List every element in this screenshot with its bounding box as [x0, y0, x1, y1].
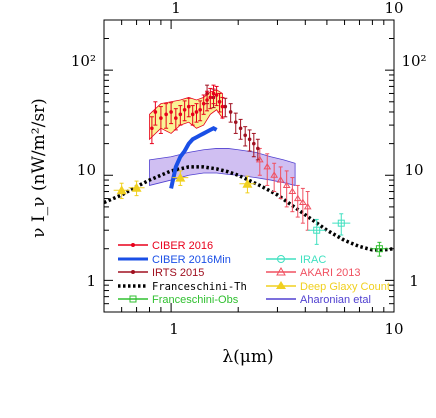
y-tick-label-10: 10	[77, 161, 96, 179]
irts-2015-point	[252, 141, 256, 146]
ciber-2016-point	[211, 91, 216, 96]
legend-item-ciber-2016min: CIBER 2016Min	[118, 254, 231, 266]
ciber-2016-point	[217, 99, 222, 104]
franceschini-th-curve	[104, 165, 394, 252]
ciber-2016-point	[169, 110, 173, 114]
legend-item-akari-2013: AKARI 2013	[266, 266, 361, 279]
ciber-2016-point	[174, 116, 178, 120]
ciber-2016-point	[205, 98, 209, 102]
ciber-2016-point	[201, 101, 206, 106]
irts-2015-point	[223, 104, 228, 109]
legend-item-irac: IRAC	[266, 254, 326, 266]
irts-2015-point	[243, 133, 248, 138]
x-tick-label-1: 1	[169, 320, 179, 338]
ciber-2016-point	[190, 112, 195, 117]
ciber-2016-point	[214, 93, 219, 97]
x-tick-label-top-1: 1	[171, 0, 181, 17]
axis-ticks	[103, 19, 395, 313]
ciber-2016-point	[164, 112, 168, 117]
legend-marker	[277, 255, 285, 263]
plot-area	[104, 84, 394, 257]
legend-label-deep-glaxy-count: Deep Glaxy Count	[300, 281, 390, 293]
akari-2013-point	[288, 187, 297, 195]
legend-marker	[276, 266, 286, 276]
akari-2013-point	[282, 181, 291, 188]
legend-label-irac: IRAC	[300, 254, 326, 266]
ciber-2016-point	[182, 107, 187, 112]
legend-item-aharonian-etal: Aharonian etal	[266, 294, 371, 306]
irts-2015-point	[233, 120, 238, 124]
ciber-2016-point	[208, 95, 213, 100]
akari-2013-point	[270, 171, 279, 178]
irts-2015-point	[228, 110, 233, 114]
legend-marker	[131, 243, 135, 247]
y-axis-label: ν I_ν (nW/m²/sr)	[29, 98, 49, 238]
legend-label-akari-2013: AKARI 2013	[300, 267, 361, 279]
y-tick-label-right-100: 10²	[401, 52, 426, 70]
legend-label-franceschini-obs: Franceschini-Obs	[152, 294, 239, 306]
legend-item-irts-2015: IRTS 2015	[118, 267, 204, 279]
akari-2013-point	[293, 194, 302, 202]
ciber-2016-point	[150, 126, 154, 131]
akari-2013-point	[276, 176, 285, 183]
akari-2013-point	[303, 202, 312, 210]
y-tick-label-100: 10²	[71, 52, 96, 70]
legend-marker	[131, 270, 135, 274]
legend-label-ciber-2016: CIBER 2016	[152, 240, 213, 252]
legend-label-aharonian-etal: Aharonian etal	[300, 294, 371, 306]
legend-label-ciber-2016min: CIBER 2016Min	[152, 254, 231, 266]
x-tick-label-top-10: 10	[384, 0, 403, 17]
x-tick-label-10: 10	[384, 320, 403, 338]
irts-2015-point	[247, 137, 252, 142]
legend-label-franceschini-th: Franceschini-Th	[152, 281, 247, 293]
legend-item-franceschini-obs: Franceschini-Obs	[118, 294, 239, 306]
aharonian-band	[149, 148, 296, 186]
legend-marker	[276, 281, 286, 289]
ciber-2016-point	[220, 104, 225, 109]
akari-2013-point	[298, 198, 307, 206]
y-tick-label-right-10: 10	[404, 161, 423, 179]
ciber-2016-point	[186, 104, 191, 109]
y-tick-label-right-1: 1	[409, 272, 419, 290]
ciber-2016-point	[178, 112, 183, 117]
x-axis-label: λ(μm)	[222, 347, 273, 367]
plot-frame	[103, 19, 395, 313]
ciber-2016-point	[159, 116, 163, 120]
legend-label-irts-2015: IRTS 2015	[152, 267, 204, 279]
legend-marker	[129, 295, 137, 303]
ciber-2016min-curve	[169, 125, 218, 189]
legend-item-ciber-2016: CIBER 2016	[118, 240, 213, 252]
legend-item-deep-glaxy-count: Deep Glaxy Count	[266, 281, 390, 293]
ciber-2016-point	[198, 107, 202, 112]
irts-2015-point	[256, 146, 260, 151]
akari-2013-point	[263, 162, 272, 170]
ciber-2016-point	[153, 110, 158, 114]
y-tick-label-1: 1	[86, 272, 96, 290]
irts-2015-point	[238, 126, 243, 131]
ciber-2016-point	[194, 110, 199, 114]
legend-item-franceschini-th: Franceschini-Th	[118, 281, 247, 293]
